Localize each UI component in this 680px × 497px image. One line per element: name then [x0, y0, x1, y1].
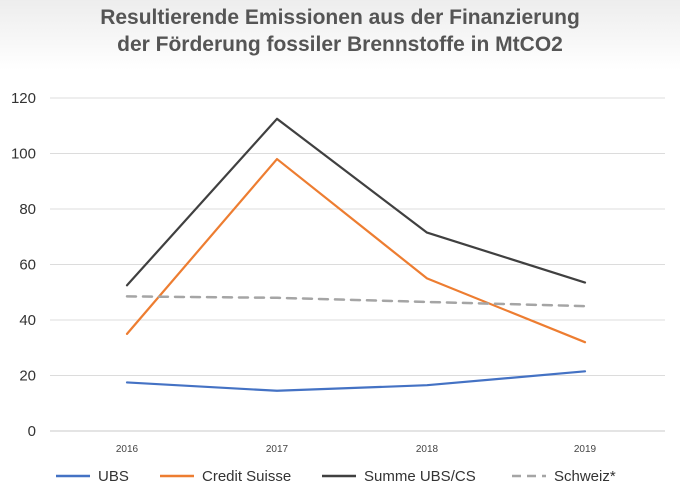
legend-label: Schweiz*	[554, 468, 616, 485]
y-tick-label: 20	[19, 368, 36, 385]
y-tick-label: 120	[11, 90, 36, 107]
chart-title-line-1: Resultierende Emissionen aus der Finanzi…	[100, 6, 580, 29]
y-tick-label: 60	[19, 257, 36, 274]
y-tick-label: 80	[19, 201, 36, 218]
series-line-1	[125, 157, 587, 344]
legend-label: Summe UBS/CS	[364, 468, 476, 485]
chart-title-line-2: der Förderung fossiler Brennstoffe in Mt…	[117, 33, 563, 56]
x-tick-label: 2016	[116, 444, 139, 455]
y-tick-label: 40	[19, 312, 36, 329]
series-line-3	[125, 295, 587, 308]
y-tick-label: 0	[28, 423, 36, 440]
legend-label: UBS	[98, 468, 129, 485]
series-line-0	[125, 370, 587, 392]
legend-label: Credit Suisse	[202, 468, 291, 485]
series-line-2	[125, 117, 587, 287]
x-tick-label: 2017	[266, 444, 289, 455]
chart-title: Resultierende Emissionen aus der Finanzi…	[0, 4, 680, 58]
x-tick-label: 2019	[574, 444, 597, 455]
x-tick-label: 2018	[416, 444, 439, 455]
y-tick-label: 100	[11, 146, 36, 163]
